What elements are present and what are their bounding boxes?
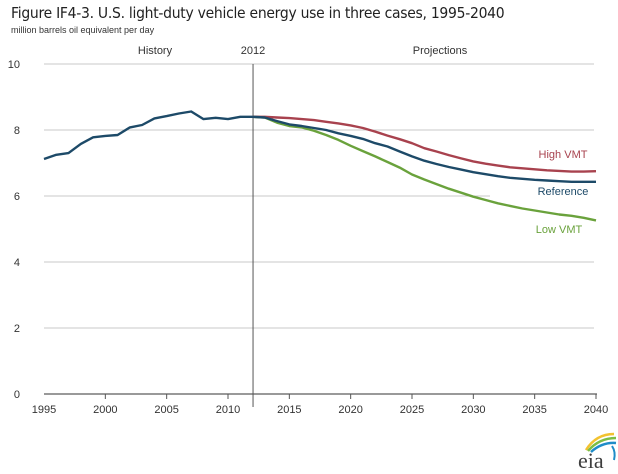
eia-logo-icon: eia (578, 432, 617, 472)
eia-logo-text: eia (578, 448, 604, 472)
x-tick-label: 2030 (461, 404, 485, 416)
x-tick-label: 2040 (584, 404, 608, 416)
x-tick-label: 1995 (32, 404, 56, 416)
y-tick-label: 2 (14, 323, 20, 335)
x-tick-label: 2015 (277, 404, 301, 416)
y-tick-label: 8 (14, 125, 20, 137)
x-tick-label: 2035 (522, 404, 546, 416)
series-line-reference (252, 115, 596, 184)
y-tick-label: 0 (14, 389, 20, 401)
chart-subtitle: million barrels oil equivalent per day (11, 25, 155, 35)
history-label: History (138, 45, 173, 57)
x-tick-label: 2005 (154, 404, 178, 416)
series-label-high-vmt: High VMT (539, 149, 588, 161)
y-tick-label: 10 (8, 59, 20, 71)
series-line-low-vmt (252, 115, 597, 222)
y-tick-label: 6 (14, 191, 20, 203)
x-tick-label: 2020 (338, 404, 362, 416)
x-tick-label: 2010 (216, 404, 240, 416)
x-tick-label: 2025 (400, 404, 424, 416)
y-tick-label: 4 (14, 257, 20, 269)
series-label-reference: Reference (538, 186, 589, 198)
chart-title: Figure IF4-3. U.S. light-duty vehicle en… (11, 4, 505, 22)
divider-label: 2012 (241, 45, 265, 57)
series-label-low-vmt: Low VMT (536, 224, 583, 236)
x-tick-label: 2000 (93, 404, 117, 416)
series-line-high-vmt (252, 115, 597, 173)
series-line-history (43, 110, 253, 161)
projections-label: Projections (413, 45, 468, 57)
eia-logo: eia (574, 428, 618, 472)
